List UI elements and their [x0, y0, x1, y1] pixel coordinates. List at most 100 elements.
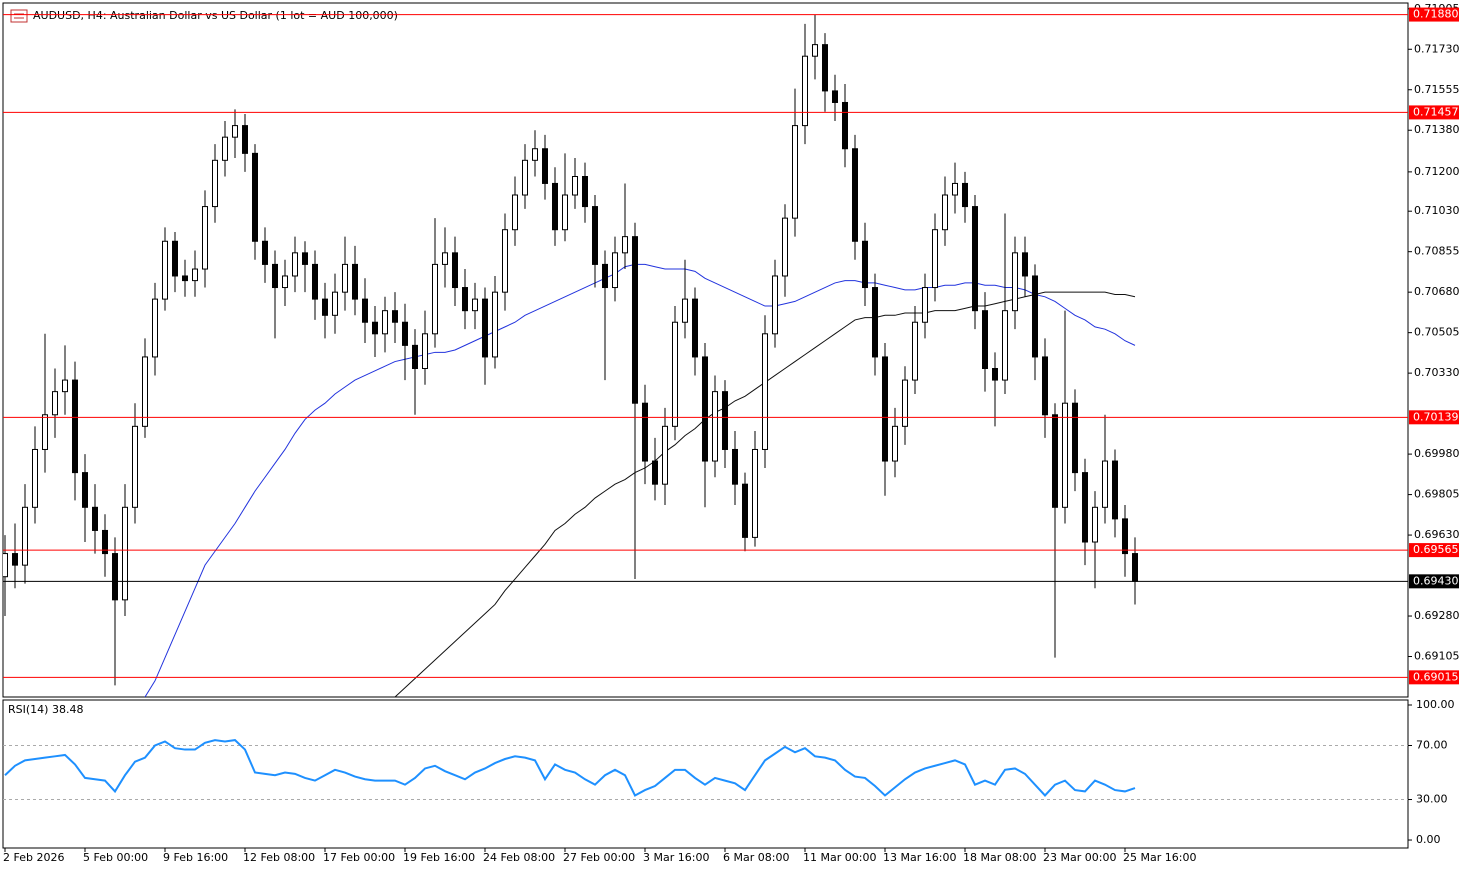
candle-body [12, 553, 18, 566]
candle-body [772, 275, 778, 335]
candle-body [592, 206, 598, 265]
level-label: 0.69015 [1413, 670, 1459, 683]
y-tick-label: 0.69280 [1414, 609, 1460, 622]
candle-body [1022, 252, 1028, 277]
candle-body [462, 287, 468, 312]
candle-body [442, 252, 448, 265]
x-tick-label: 17 Feb 00:00 [323, 851, 395, 864]
candle-body [1052, 414, 1058, 508]
candle-body [822, 44, 828, 92]
moving-average [144, 263, 1136, 697]
rsi-plot [3, 739, 1408, 801]
candle-body [342, 263, 348, 293]
candle-body [432, 263, 438, 335]
candle-body [622, 236, 628, 254]
candle-body [202, 206, 208, 270]
candle-body [1082, 472, 1088, 543]
y-tick-label: 0.70505 [1414, 326, 1460, 339]
rsi-tick-label: 30.00 [1416, 793, 1448, 806]
candle-body [302, 252, 308, 265]
candle-body [1112, 460, 1118, 520]
candle-body [82, 472, 88, 508]
candle-body [542, 148, 548, 184]
candle-body [632, 236, 638, 404]
x-tick-label: 5 Feb 00:00 [83, 851, 148, 864]
candle-body [782, 217, 788, 277]
candle-body [852, 148, 858, 242]
candle-body [142, 356, 148, 427]
x-tick-label: 24 Feb 08:00 [483, 851, 555, 864]
candle-body [362, 298, 368, 323]
candle-body [102, 529, 108, 555]
level-tag [1409, 543, 1459, 558]
y-tick-label: 0.71555 [1414, 83, 1460, 96]
x-tick-label: 9 Feb 16:00 [163, 851, 228, 864]
candle-body [1072, 402, 1078, 474]
rsi-line [4, 739, 1136, 797]
rsi-frame [2, 699, 1409, 849]
candle-body [1032, 275, 1038, 358]
candle-body [402, 321, 408, 346]
price-plot [3, 14, 1138, 697]
level-tag [1409, 670, 1459, 685]
y-tick-label: 0.69805 [1414, 488, 1460, 501]
candle-body [222, 136, 228, 161]
bid-label: 0.69430 [1413, 574, 1459, 587]
candle-body [22, 506, 28, 566]
candle-body [762, 333, 768, 450]
candle-body [52, 391, 58, 416]
x-tick-label: 12 Feb 08:00 [243, 851, 315, 864]
candle-body [232, 125, 238, 138]
candle-body [682, 298, 688, 323]
candle-body [972, 206, 978, 312]
x-tick-label: 23 Mar 00:00 [1043, 851, 1116, 864]
candle-body [672, 321, 678, 427]
candle-body [602, 263, 608, 289]
candle-body [742, 483, 748, 538]
candle-body [1132, 553, 1138, 582]
y-tick-label: 0.71380 [1414, 123, 1460, 136]
bid-tag [1409, 574, 1459, 589]
candle-body [582, 176, 588, 208]
y-tick-label: 0.70330 [1414, 366, 1460, 379]
candle-body [882, 356, 888, 462]
candle-body [162, 240, 168, 300]
candle-body [512, 194, 518, 231]
candle-body [122, 506, 128, 601]
candle-body [572, 176, 578, 196]
candle-body [832, 90, 838, 103]
candle-body [392, 310, 398, 323]
candle-body [352, 263, 358, 300]
candle-body [662, 425, 668, 485]
chart-title: AUDUSD, H4: Australian Dollar vs US Doll… [33, 9, 398, 22]
main-frame [2, 2, 1409, 698]
level-label: 0.70139 [1413, 410, 1459, 423]
candle-body [982, 310, 988, 370]
candle-body [332, 291, 338, 316]
candle-body [942, 194, 948, 231]
x-tick-label: 25 Mar 16:00 [1123, 851, 1196, 864]
candle-body [532, 148, 538, 161]
candle-body [132, 425, 138, 508]
candle-body [262, 240, 268, 265]
candle-body [112, 553, 118, 601]
candle-body [412, 344, 418, 370]
candle-body [1102, 460, 1108, 508]
candle-body [912, 321, 918, 381]
candle-body [892, 425, 898, 462]
candle-body [642, 402, 648, 462]
candle-body [1122, 518, 1128, 555]
candle-body [42, 414, 48, 450]
candle-body [212, 159, 218, 208]
candle-body [952, 182, 958, 196]
y-tick-label: 0.71200 [1414, 165, 1460, 178]
x-tick-label: 2 Feb 2026 [3, 851, 64, 864]
candle-body [272, 263, 278, 289]
candle-body [842, 101, 848, 150]
y-tick-label: 0.69980 [1414, 447, 1460, 460]
candle-body [1042, 356, 1048, 416]
x-tick-label: 19 Feb 16:00 [403, 851, 475, 864]
candle-body [932, 229, 938, 289]
candle-body [922, 287, 928, 323]
